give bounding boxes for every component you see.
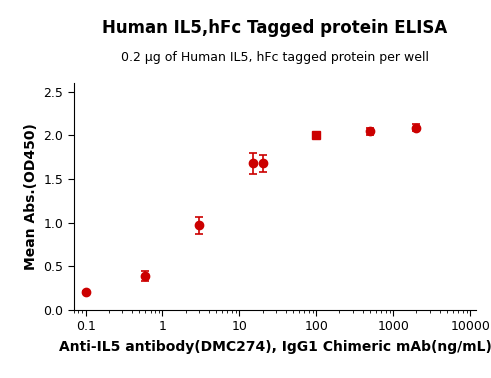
Text: 0.2 μg of Human IL5, hFc tagged protein per well: 0.2 μg of Human IL5, hFc tagged protein … xyxy=(121,51,429,64)
Text: Human IL5,hFc Tagged protein ELISA: Human IL5,hFc Tagged protein ELISA xyxy=(102,19,448,37)
Y-axis label: Mean Abs.(OD450): Mean Abs.(OD450) xyxy=(24,123,38,270)
X-axis label: Anti-IL5 antibody(DMC274), IgG1 Chimeric mAb(ng/mL): Anti-IL5 antibody(DMC274), IgG1 Chimeric… xyxy=(58,340,491,354)
